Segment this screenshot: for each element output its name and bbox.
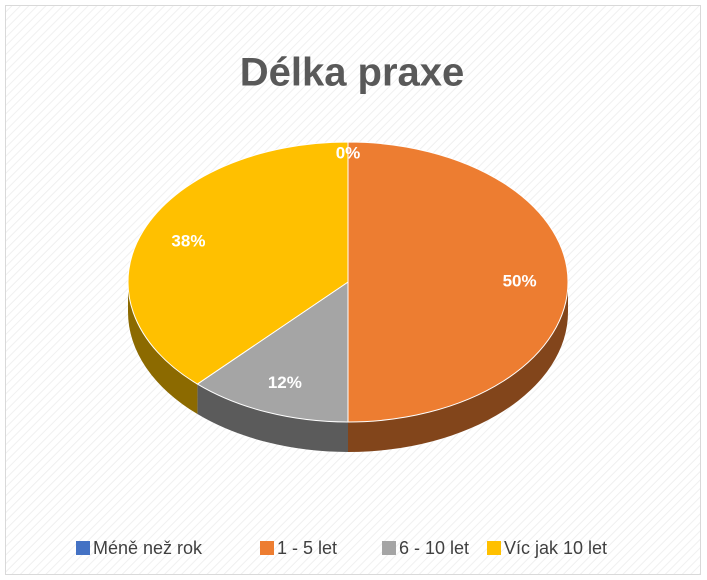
legend-swatch xyxy=(382,541,396,555)
data-label: 0% xyxy=(336,144,361,163)
chart-title: Délka praxe xyxy=(240,51,465,95)
slice-side xyxy=(128,282,198,415)
legend-label: 1 - 5 let xyxy=(277,538,337,558)
legend-label: 6 - 10 let xyxy=(399,538,469,558)
data-label: 38% xyxy=(171,231,205,250)
slice xyxy=(127,141,349,385)
slice xyxy=(196,281,349,423)
legend-swatch xyxy=(260,541,274,555)
legend-swatch xyxy=(487,541,501,555)
slice xyxy=(347,141,569,423)
legend-swatch xyxy=(76,541,90,555)
slice-side xyxy=(348,282,568,452)
legend-label: Víc jak 10 let xyxy=(504,538,607,558)
legend-label: Méně než rok xyxy=(93,538,203,558)
slice-side xyxy=(197,384,348,452)
data-label: 50% xyxy=(503,271,537,290)
data-label: 12% xyxy=(268,373,302,392)
